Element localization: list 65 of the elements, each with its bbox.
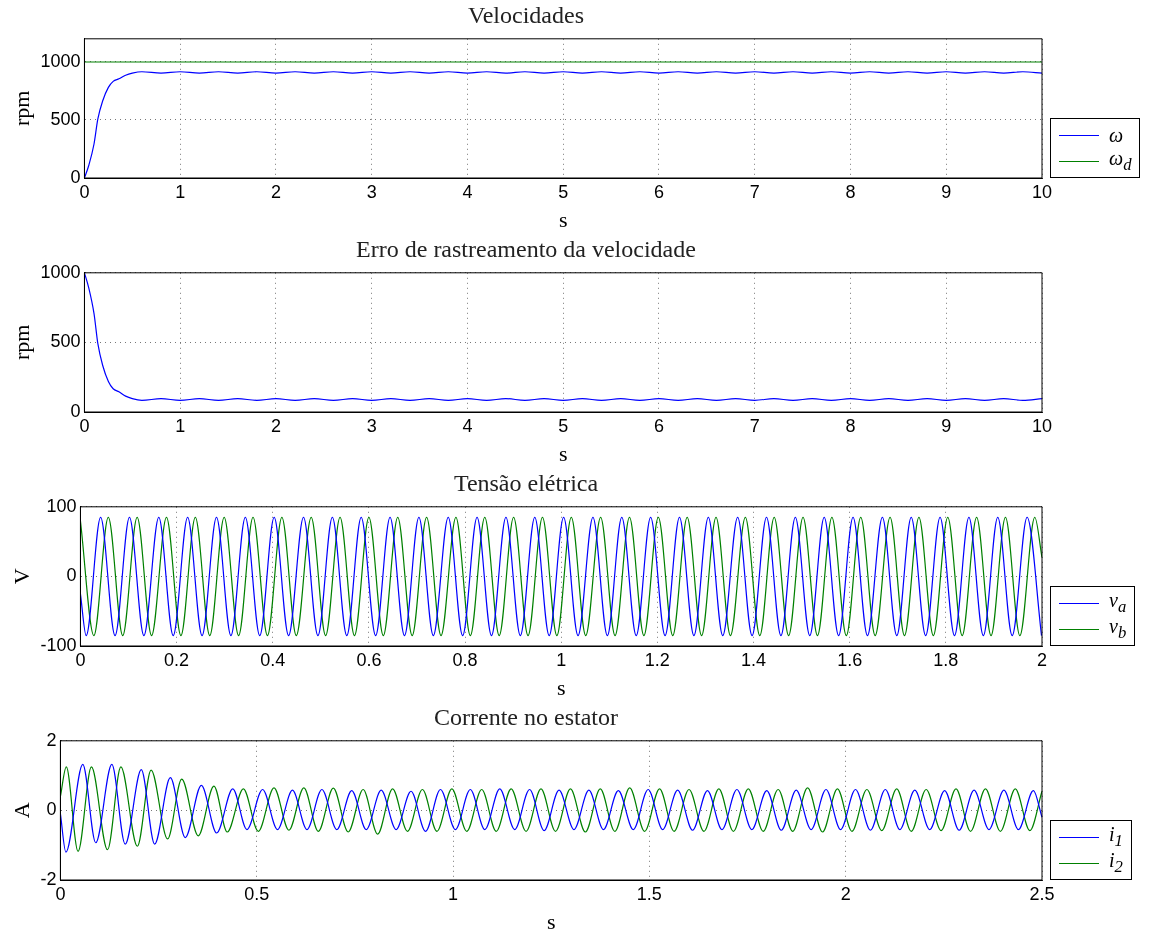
x-tick-label: 2 xyxy=(840,883,851,904)
x-tick-label: 5 xyxy=(558,181,569,202)
x-tick-label: 0.5 xyxy=(244,883,270,904)
x-tick-label: 0.4 xyxy=(260,649,286,670)
x-tick-label: 2 xyxy=(1036,649,1048,670)
x-tick-label: 8 xyxy=(845,181,856,202)
legend-label: i$_{1}$ xyxy=(1109,823,1123,850)
x-tick-label: 0.6 xyxy=(356,649,382,670)
x-tick-label: 1.4 xyxy=(741,649,767,670)
y-tick-label: 0 xyxy=(66,565,77,586)
y-axis-title: A xyxy=(8,802,34,819)
x-tick-label: 1.6 xyxy=(837,649,863,670)
x-tick-label: 6 xyxy=(653,415,664,436)
x-tick-label: 1.5 xyxy=(636,883,662,904)
x-axis-title: s xyxy=(558,440,568,466)
x-tick-label: 0.2 xyxy=(164,649,190,670)
y-tick-label: 2 xyxy=(46,729,57,750)
legend-label: v$_{a}$ xyxy=(1109,589,1127,616)
x-tick-label: 7 xyxy=(749,415,760,436)
chart-title: Velocidades xyxy=(468,1,584,28)
x-axis-title: s xyxy=(546,908,556,934)
y-tick-label: 0 xyxy=(46,799,57,820)
x-tick-label: 4 xyxy=(462,181,473,202)
y-tick-label: 0 xyxy=(70,166,81,187)
x-tick-label: 3 xyxy=(366,415,377,436)
x-tick-label: 1.2 xyxy=(644,649,670,670)
y-tick-label: 1000 xyxy=(40,50,81,71)
y-tick-label: 100 xyxy=(46,495,77,516)
x-tick-label: 10 xyxy=(1031,415,1053,436)
x-axis-title: s xyxy=(558,206,568,232)
x-tick-label: 8 xyxy=(845,415,856,436)
legend-label: ω$_{d}$ xyxy=(1109,147,1132,175)
x-tick-label: 2 xyxy=(270,415,281,436)
chart-title: Corrente no estator xyxy=(434,703,618,730)
x-tick-label: 5 xyxy=(558,415,569,436)
legend-label: ω xyxy=(1109,123,1124,147)
x-tick-label: 1 xyxy=(175,415,186,436)
x-tick-label: 10 xyxy=(1031,181,1053,202)
y-axis-title: rpm xyxy=(8,324,34,361)
y-tick-label: 1000 xyxy=(40,261,81,282)
y-tick-label: 0 xyxy=(70,400,81,421)
x-tick-label: 9 xyxy=(941,415,952,436)
y-tick-label: 500 xyxy=(50,108,81,129)
chart-title: Erro de rastreamento da velocidade xyxy=(356,235,696,262)
x-tick-label: 6 xyxy=(653,181,664,202)
x-axis-title: s xyxy=(556,674,566,700)
y-tick-label: 500 xyxy=(50,331,81,352)
x-tick-label: 2.5 xyxy=(1029,883,1055,904)
y-axis-title: rpm xyxy=(8,90,34,127)
x-tick-label: 9 xyxy=(941,181,952,202)
x-tick-label: 1 xyxy=(556,649,567,670)
x-tick-label: 2 xyxy=(270,181,281,202)
x-tick-label: 1.8 xyxy=(933,649,959,670)
chart-title: Tensão elétrica xyxy=(453,469,599,496)
x-tick-label: 3 xyxy=(366,181,377,202)
legend-label: i$_{2}$ xyxy=(1109,849,1123,877)
x-tick-label: 1 xyxy=(448,883,459,904)
x-tick-label: 4 xyxy=(462,415,473,436)
x-tick-label: 0.8 xyxy=(452,649,478,670)
y-tick-label: -100 xyxy=(40,634,77,655)
x-tick-label: 1 xyxy=(175,181,186,202)
y-tick-label: -2 xyxy=(40,868,57,889)
y-axis-title: V xyxy=(8,568,34,585)
legend-label: v$_{b}$ xyxy=(1109,615,1127,643)
x-tick-label: 7 xyxy=(749,181,760,202)
